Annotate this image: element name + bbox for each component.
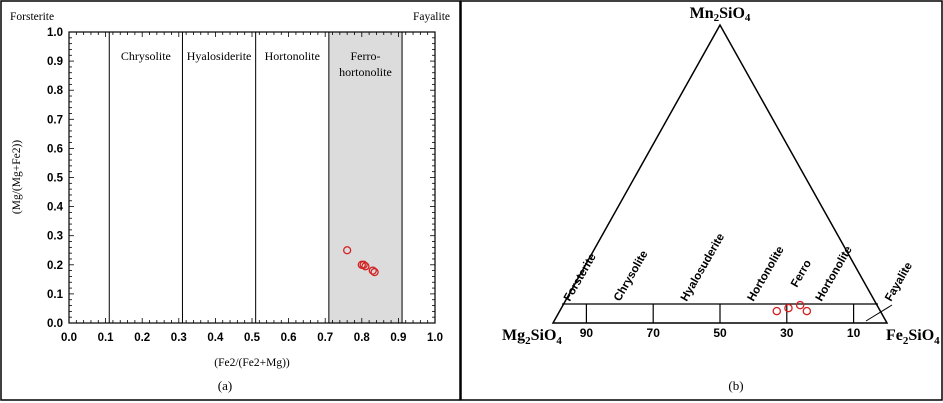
panel-a-shaded-field [328,32,403,323]
y-tick-label: 0.7 [47,114,63,126]
y-tick-label: 0.2 [47,260,63,272]
strip-tick-labels: 90 70 50 30 10 [580,326,861,340]
field-label-3: Ferro- [350,49,380,63]
apex-left-sub2: 4 [556,335,562,347]
x-tick-label: 1.0 [427,332,443,344]
y-tick-label: 0.6 [47,143,63,155]
x-tick-label: 0.0 [61,332,77,344]
x-tick-label: 0.9 [390,332,406,344]
apex-right-sub2: 4 [934,335,940,347]
strip-tick-label: 90 [580,326,594,340]
apex-left-sub1: 2 [525,335,531,347]
data-point [361,262,370,271]
x-tick-label: 0.3 [171,332,187,344]
y-tick-label: 0.9 [47,56,63,68]
strip-tick-label: 50 [713,326,727,340]
panel-a-frame [0,0,461,401]
ternary-data-point [802,306,812,316]
data-point [343,246,352,255]
y-tick-label: 1.0 [47,27,63,39]
ternary-field-label-5: Hortonolite [814,244,855,303]
apex-right-sub1: 2 [903,335,909,347]
field-label-0: Chrysolite [121,49,171,63]
y-tick-label: 0.3 [47,231,63,243]
y-tick-label: 0.0 [47,318,63,330]
ternary-field-label-0: Forsterite [562,252,599,304]
panel-a-caption: (a) [218,378,232,393]
x-tick-label: 0.8 [354,332,371,344]
x-tick-label: 0.5 [244,332,261,344]
data-point [359,260,368,269]
apex-right-label: Fe2SiO4 [886,327,940,347]
apex-top-sub2: 4 [745,12,751,24]
panel-a-points [343,246,379,277]
apex-top-base: Mn [690,5,714,22]
ternary-data-point [784,303,793,313]
y-tick-label: 0.4 [47,202,64,214]
field-label-1: Hyalosiderite [187,49,252,63]
ternary-data-point [772,306,782,316]
fayalite-label: Fayalite [413,11,450,23]
fayalite-leader-line [865,304,893,322]
apex-left-label: Mg2SiO4 [502,327,562,347]
strip-tick-label: 30 [780,326,794,340]
apex-left-base: Mg [502,327,525,344]
apex-top-mid: SiO [719,5,745,22]
forsterite-label: Forsterite [10,11,54,23]
apex-top-label: Mn2SiO4 [690,5,751,24]
data-point [370,267,379,277]
y-tick-label: 0.8 [47,85,64,97]
ternary-field-label-4: Ferro [789,258,814,289]
ternary-field-label-2: Hyalosuderite [679,232,727,304]
panel-b: 90 70 50 30 10 Forsterite Chrysolite Hyalosude… [502,5,940,393]
strip-divisions [585,304,855,323]
ternary-field-label-3: Hortonolite [746,244,787,303]
panel-b-caption: (b) [728,378,743,393]
data-point [368,266,377,275]
panel-a-ticks: 0.0 0.1 0.2 0.3 0.4 0.5 0.6 0.7 0.8 0.9 1.0 0.0 0.1 0… [47,27,443,344]
apex-top-sub1: 2 [714,12,720,24]
x-tick-label: 0.4 [207,332,224,344]
field-label-2: Hortonolite [265,49,320,63]
ternary-field-label-6: Fayalite [883,260,915,303]
x-tick-label: 0.1 [98,332,115,344]
panel-b-field-labels: Forsterite Chrysolite Hyalosuderite Hortono… [562,232,915,304]
x-tick-label: 0.2 [134,332,150,344]
strip-tick-label: 10 [847,326,861,340]
field-label-3: hortonolite [339,65,392,79]
y-tick-label: 0.1 [47,289,64,301]
apex-right-base: Fe [886,327,903,344]
ternary-data-point [795,300,805,310]
x-tick-label: 0.6 [281,332,297,344]
y-tick-label: 0.5 [47,173,64,185]
panel-a-x-axis-label: (Fe2/(Fe2+Mg)) [214,357,290,369]
apex-right-mid: SiO [908,327,934,344]
panel-b-points [772,300,812,316]
x-tick-label: 0.7 [317,332,333,344]
panel-a-boundaries [108,32,403,323]
strip-tick-label: 70 [647,326,661,340]
apex-left-mid: SiO [531,327,557,344]
ternary-field-label-1: Chrysolite [612,249,651,304]
panel-b-frame [460,0,943,401]
panel-a: 0.0 0.1 0.2 0.3 0.4 0.5 0.6 0.7 0.8 0.9 1.0 0.0 0.1 0… [10,11,450,393]
panel-a-field-labels: Chrysolite Hyalosiderite Hortonolite Ferro-… [121,49,392,79]
panel-a-y-axis-label: (Mg/(Mg+Fe2)) [11,140,23,214]
